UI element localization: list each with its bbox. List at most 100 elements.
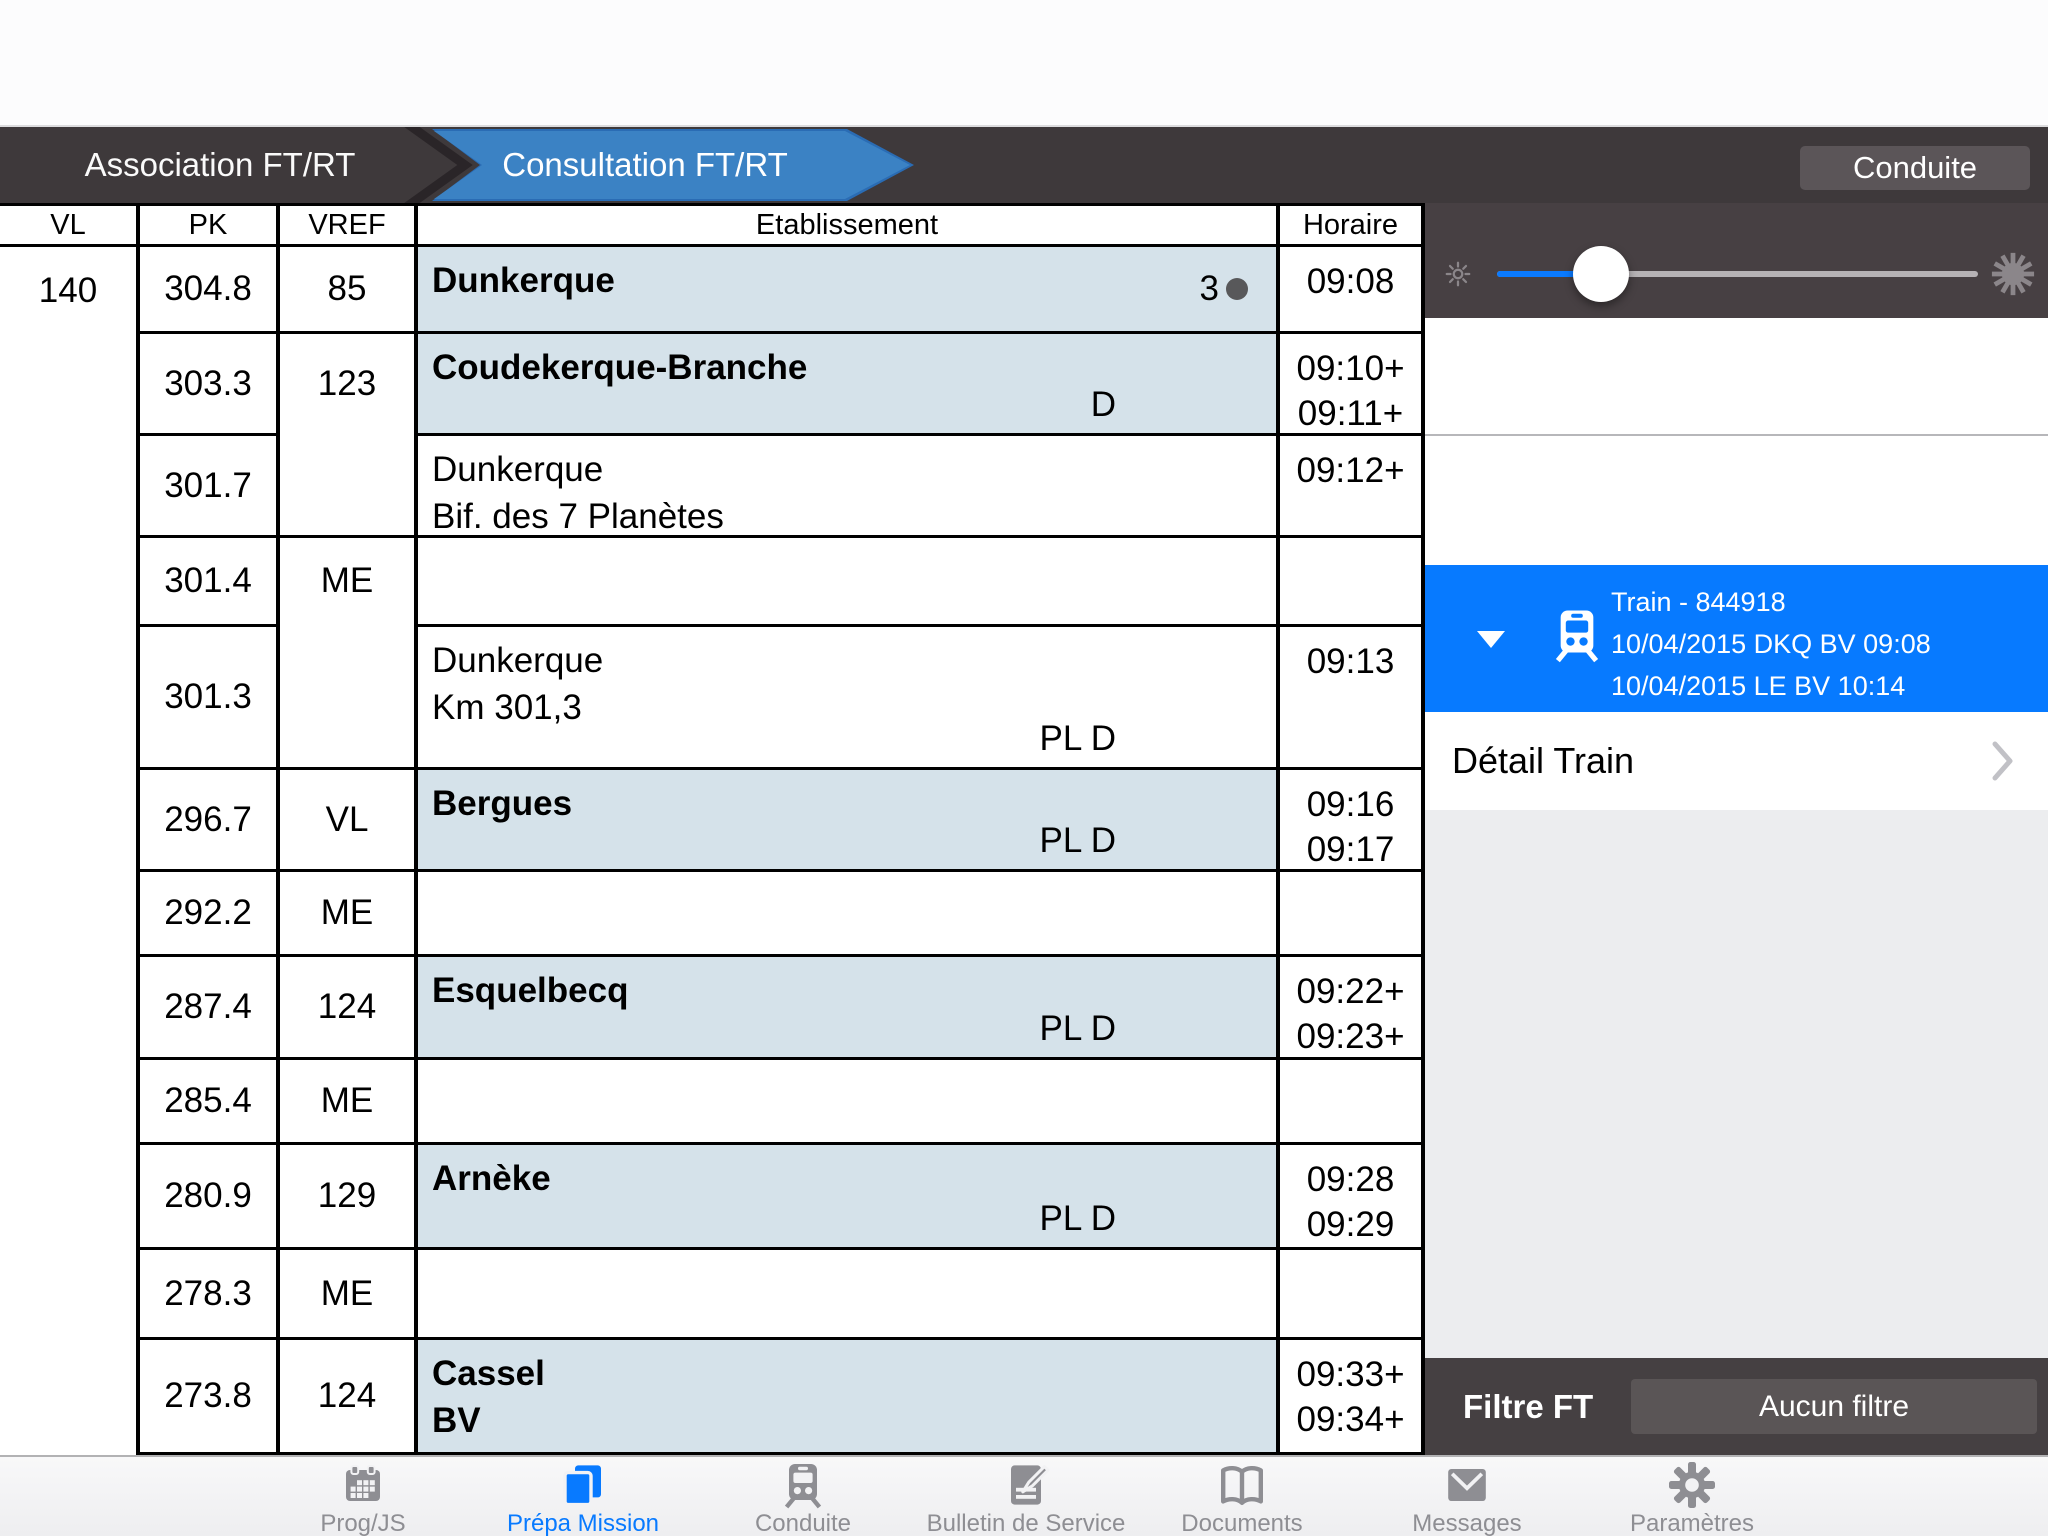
- fiche-train-table: VL PK VREF Etablissement Horaire 140 304.8 85 Du…: [0, 203, 1425, 1456]
- divider: [1425, 434, 2048, 436]
- station-name: Arnèke: [432, 1159, 551, 1198]
- dot-icon: [1226, 278, 1248, 300]
- track-badge: 3: [1200, 269, 1248, 309]
- tab-label: Conduite: [754, 1510, 852, 1537]
- column-header-vl: VL: [0, 203, 140, 247]
- filter-value-button[interactable]: Aucun filtre: [1631, 1379, 2037, 1434]
- tab-messages[interactable]: Messages: [1357, 1457, 1577, 1538]
- time-value: 09:28: [1306, 1160, 1395, 1199]
- pages-icon: [473, 1461, 693, 1509]
- status-area: [0, 0, 2048, 127]
- time-value: 09:34+: [1296, 1400, 1405, 1439]
- tab-label: Paramètres: [1629, 1510, 1755, 1537]
- etablissement-cell: Dunkerque Km 301,3 PL D: [418, 627, 1280, 770]
- tab-conduite[interactable]: Conduite: [693, 1457, 913, 1538]
- vref-value: ME: [320, 561, 374, 600]
- nav-bar: Association FT/RT Consultation FT/RT Con…: [0, 127, 2048, 203]
- horaire-cell: [1280, 1060, 1425, 1145]
- etablissement-cell: Bergues PL D: [418, 770, 1280, 872]
- time-value: 09:29: [1306, 1205, 1395, 1244]
- stop-flags: PL D: [1039, 1009, 1116, 1048]
- filter-ft-label: Filtre FT: [1463, 1387, 1594, 1425]
- time-value: 09:17: [1306, 830, 1395, 869]
- vref-cell: VL: [280, 770, 418, 872]
- tab-association-ftrt[interactable]: Association FT/RT: [84, 146, 356, 183]
- pk-cell: 280.9: [140, 1145, 280, 1250]
- panel-empty-area: [1425, 318, 2048, 565]
- station-name: Bergues: [432, 784, 573, 823]
- station-name: BV: [432, 1401, 481, 1440]
- tab-param-tres[interactable]: Paramètres: [1582, 1457, 1802, 1538]
- train-icon: [693, 1461, 913, 1509]
- conduite-button[interactable]: Conduite: [1800, 146, 2030, 190]
- time-value: 09:22+: [1296, 972, 1405, 1011]
- etablissement-cell: [418, 538, 1280, 627]
- horaire-cell: 09:16 09:17: [1280, 770, 1425, 872]
- time-value: 09:12+: [1296, 451, 1405, 490]
- stop-flags: PL D: [1039, 719, 1116, 758]
- vref-cell: 124: [280, 1340, 418, 1455]
- vref-cell: ME: [280, 538, 418, 770]
- triangle-down-icon: [1477, 631, 1505, 648]
- time-value: 09:23+: [1296, 1017, 1405, 1056]
- vref-value: ME: [320, 893, 374, 932]
- brightness-high-icon: [1991, 252, 2035, 301]
- time-value: 09:10+: [1296, 349, 1405, 388]
- tab-label: Prog/JS: [320, 1510, 406, 1537]
- station-name: Esquelbecq: [432, 971, 629, 1010]
- bottom-tab-bar: Prog/JS Prépa Mission Conduite Bulletin de …: [0, 1455, 2048, 1538]
- calendar-icon: [253, 1461, 473, 1509]
- tab-label: Prépa Mission: [506, 1510, 660, 1537]
- pk-cell: 301.4: [140, 538, 280, 627]
- tab-documents[interactable]: Documents: [1132, 1457, 1352, 1538]
- vl-value: 140: [38, 270, 98, 310]
- brightness-track[interactable]: [1497, 271, 1978, 277]
- brightness-knob[interactable]: [1573, 246, 1629, 302]
- filter-bar: Filtre FT Aucun filtre: [1425, 1358, 2048, 1455]
- detail-train-row[interactable]: Détail Train: [1425, 712, 2048, 810]
- vref-value: ME: [320, 1273, 374, 1313]
- station-name: Bif. des 7 Planètes: [432, 497, 724, 536]
- horaire-cell: 09:10+ 09:11+: [1280, 334, 1425, 436]
- vref-cell: 85: [280, 247, 418, 334]
- vref-value: VL: [325, 799, 369, 839]
- pk-cell: 304.8: [140, 247, 280, 334]
- etablissement-cell: Dunkerque 3: [418, 247, 1280, 334]
- horaire-cell: 09:08: [1280, 247, 1425, 334]
- column-header-etablissement: Etablissement: [418, 203, 1280, 247]
- pk-cell: 296.7: [140, 770, 280, 872]
- etablissement-cell: Coudekerque-Branche D: [418, 334, 1280, 436]
- horaire-cell: 09:28 09:29: [1280, 1145, 1425, 1250]
- etablissement-cell: [418, 872, 1280, 957]
- gear-icon: [1582, 1461, 1802, 1509]
- tab-label: Documents: [1181, 1510, 1303, 1537]
- etablissement-cell: [418, 1250, 1280, 1340]
- envelope-icon: [1357, 1461, 1577, 1509]
- vref-value: 124: [317, 987, 377, 1026]
- panel-scroll-area: [1425, 810, 2048, 1358]
- train-list-item-selected[interactable]: Train - 844918 10/04/2015 DKQ BV 09:08 1…: [1425, 565, 2048, 712]
- vref-value: 124: [317, 1376, 377, 1415]
- vref-cell: 123: [280, 334, 418, 538]
- tab-prog-js[interactable]: Prog/JS: [253, 1457, 473, 1538]
- vref-cell: 124: [280, 957, 418, 1060]
- tab-pr-pa-mission[interactable]: Prépa Mission: [473, 1457, 693, 1538]
- station-name: Coudekerque-Branche: [432, 348, 808, 387]
- etablissement-cell: Arnèke PL D: [418, 1145, 1280, 1250]
- train-icon: [1549, 607, 1605, 668]
- time-value: 09:08: [1306, 262, 1395, 301]
- pk-cell: 301.3: [140, 627, 280, 770]
- pk-cell: 292.2: [140, 872, 280, 957]
- pk-cell: 287.4: [140, 957, 280, 1060]
- pk-cell: 285.4: [140, 1060, 280, 1145]
- vref-cell: ME: [280, 872, 418, 957]
- book-icon: [1132, 1461, 1352, 1509]
- tab-bulletin-de-service[interactable]: Bulletin de Service: [916, 1457, 1136, 1538]
- vref-cell: 129: [280, 1145, 418, 1250]
- tab-consultation-ftrt[interactable]: Consultation FT/RT: [502, 146, 788, 183]
- vref-value: 123: [317, 363, 377, 403]
- right-panel: Train - 844918 10/04/2015 DKQ BV 09:08 1…: [1425, 203, 2048, 1455]
- vl-column-cell: 140: [0, 247, 140, 1455]
- time-value: 09:16: [1306, 785, 1395, 824]
- chevron-right-icon: [404, 127, 473, 203]
